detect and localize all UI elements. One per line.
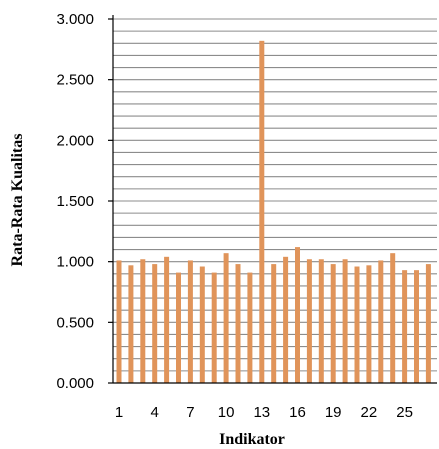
- x-tick-label: 1: [115, 404, 123, 421]
- y-tick-labels: 0.000 0.500 1.000 1.500 2.000 2.500 3.000: [56, 11, 94, 392]
- bar: [211, 272, 217, 383]
- bar: [187, 260, 193, 383]
- x-axis-title: Indikator: [219, 431, 285, 448]
- bar: [318, 259, 324, 383]
- bar: [164, 256, 170, 383]
- y-tick-label: 0.000: [56, 375, 94, 392]
- bar: [116, 260, 122, 383]
- y-tick-label: 3.000: [56, 11, 94, 28]
- bar: [128, 265, 134, 383]
- bar: [140, 259, 146, 383]
- y-tick-label: 2.000: [56, 132, 94, 149]
- axes: [108, 15, 437, 384]
- bar: [425, 264, 431, 383]
- y-tick-label: 2.500: [56, 72, 94, 89]
- y-tick-label: 1.500: [56, 193, 94, 210]
- bar: [366, 265, 372, 383]
- y-tick-label: 0.500: [56, 314, 94, 331]
- bar: [330, 264, 336, 383]
- bar: [342, 259, 348, 383]
- bars: [116, 40, 431, 384]
- x-tick-label: 19: [325, 404, 342, 421]
- y-axis-title: Rata-Rata Kualitas: [9, 134, 26, 267]
- x-tick-label: 22: [361, 404, 378, 421]
- bar: [223, 253, 229, 383]
- bar: [306, 259, 312, 383]
- x-tick-label: 10: [218, 404, 235, 421]
- bar: [199, 266, 205, 383]
- bar: [283, 256, 289, 383]
- bar: [414, 270, 419, 383]
- bar: [176, 272, 181, 383]
- bar: [295, 247, 300, 383]
- bar: [402, 270, 408, 383]
- bar: [152, 264, 158, 383]
- x-tick-label: 16: [289, 404, 306, 421]
- bar: [271, 264, 277, 383]
- x-tick-label: 4: [151, 404, 159, 421]
- bar: [247, 272, 253, 383]
- y-tick-label: 1.000: [56, 254, 94, 271]
- bar: [354, 266, 360, 383]
- bar: [390, 253, 396, 383]
- x-tick-labels: 1 4 7 10 13 16 19 22 25: [115, 404, 413, 421]
- bar: [235, 264, 241, 383]
- x-tick-label: 25: [396, 404, 413, 421]
- bar: [378, 260, 384, 383]
- x-tick-label: 7: [186, 404, 194, 421]
- x-tick-label: 13: [253, 404, 270, 421]
- bar: [259, 40, 265, 384]
